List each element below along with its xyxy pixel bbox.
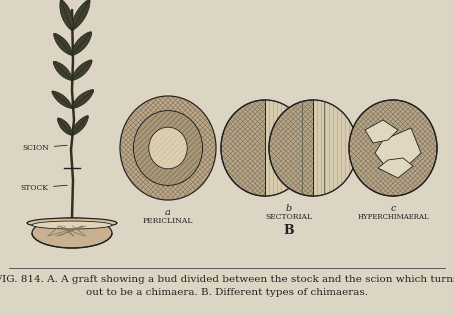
Ellipse shape [149,127,187,169]
Polygon shape [71,0,90,30]
Ellipse shape [349,100,437,196]
Text: PERICLINAL: PERICLINAL [143,217,193,225]
Text: a: a [165,208,171,217]
Polygon shape [265,100,309,196]
Polygon shape [54,33,72,55]
Text: HYPERCHIMAERAL: HYPERCHIMAERAL [357,213,429,221]
Text: c: c [390,204,396,213]
Ellipse shape [133,111,202,186]
Polygon shape [72,90,94,108]
Polygon shape [72,32,92,55]
Text: B: B [284,224,294,237]
Ellipse shape [27,218,117,228]
Text: out to be a chimaera. B. Different types of chimaeras.: out to be a chimaera. B. Different types… [86,288,368,297]
Text: STOCK: STOCK [20,184,67,192]
Text: b: b [286,204,292,213]
Ellipse shape [32,221,112,229]
Polygon shape [375,128,421,170]
Text: SECTORIAL: SECTORIAL [266,213,312,221]
Ellipse shape [32,218,112,248]
Polygon shape [313,100,357,196]
Text: SCION: SCION [22,144,67,152]
Ellipse shape [120,96,216,200]
Ellipse shape [221,100,309,196]
Text: FIG. 814. A. A graft showing a bud divided between the stock and the scion which: FIG. 814. A. A graft showing a bud divid… [0,275,454,284]
Polygon shape [53,61,72,80]
Polygon shape [60,0,73,30]
Polygon shape [52,91,72,108]
Polygon shape [58,118,72,135]
Ellipse shape [269,100,357,196]
Polygon shape [72,116,89,135]
Text: A: A [62,228,72,241]
Polygon shape [72,60,92,80]
Polygon shape [378,158,413,178]
Polygon shape [365,120,398,143]
